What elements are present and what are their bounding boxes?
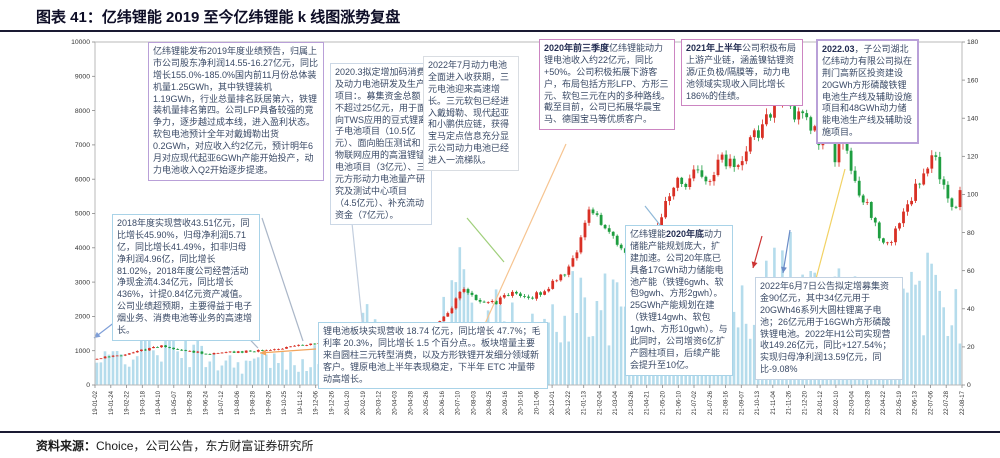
source-label: 资料来源： bbox=[36, 439, 97, 453]
svg-text:21-08-16: 21-08-16 bbox=[724, 390, 730, 415]
svg-text:20: 20 bbox=[967, 344, 975, 351]
svg-text:19-01-02: 19-01-02 bbox=[93, 390, 99, 415]
svg-text:19-05-07: 19-05-07 bbox=[172, 390, 178, 415]
svg-text:40: 40 bbox=[967, 306, 975, 313]
svg-text:20-04-03: 20-04-03 bbox=[393, 390, 399, 415]
svg-text:20-12-01: 20-12-01 bbox=[550, 390, 556, 415]
svg-text:120: 120 bbox=[967, 154, 979, 161]
annotation-2022-06-placement: 2022年6月7日公告拟定增募集资金90亿元，其中34亿元用于20GWh46系列… bbox=[755, 277, 903, 380]
svg-text:2000: 2000 bbox=[75, 314, 90, 321]
svg-text:20-08-03: 20-08-03 bbox=[471, 390, 477, 415]
svg-text:22-04-22: 22-04-22 bbox=[881, 390, 887, 415]
svg-text:1000: 1000 bbox=[75, 348, 90, 355]
svg-text:20-12-22: 20-12-22 bbox=[566, 390, 572, 415]
svg-text:100: 100 bbox=[967, 192, 979, 199]
svg-text:19-08-06: 19-08-06 bbox=[235, 390, 241, 415]
svg-text:21-03-26: 21-03-26 bbox=[629, 390, 635, 415]
svg-text:3000: 3000 bbox=[75, 279, 90, 286]
svg-text:19-11-12: 19-11-12 bbox=[298, 390, 304, 414]
annotation-2020-q3-revenue: 2020年前三季度亿纬锂能动力锂电池收入约22亿元，同比+50%。公司积极拓展下… bbox=[539, 39, 675, 131]
svg-text:8000: 8000 bbox=[75, 108, 90, 115]
svg-text:21-07-02: 21-07-02 bbox=[692, 390, 698, 415]
title-divider bbox=[0, 30, 1000, 32]
svg-text:20-07-10: 20-07-10 bbox=[456, 390, 462, 415]
annotation-2020-03-placement: 2020.3拟定增加码消费及动力电池研发及生产项目：。募集资金总额不超过25亿元… bbox=[330, 63, 432, 226]
svg-text:180: 180 bbox=[967, 39, 979, 46]
svg-text:21-01-13: 21-01-13 bbox=[582, 390, 588, 415]
svg-text:20-06-16: 20-06-16 bbox=[440, 390, 446, 415]
svg-text:19-07-12: 19-07-12 bbox=[219, 390, 225, 415]
svg-text:60: 60 bbox=[967, 268, 975, 275]
annotation-battery-segment: 锂电池板块实现营收 18.74 亿元，同比增长 47.7%；毛利率 20.3%，… bbox=[318, 322, 548, 390]
svg-text:19-01-24: 19-01-24 bbox=[109, 390, 115, 415]
svg-text:20-03-12: 20-03-12 bbox=[377, 390, 383, 415]
figure-title: 图表 41：亿纬锂能 2019 至今亿纬锂能 k 线图涨势复盘 bbox=[36, 9, 401, 26]
svg-text:21-12-20: 21-12-20 bbox=[802, 390, 808, 415]
svg-text:22-02-10: 22-02-10 bbox=[834, 390, 840, 415]
svg-text:22-05-19: 22-05-19 bbox=[897, 390, 903, 415]
svg-text:22-06-13: 22-06-13 bbox=[913, 390, 919, 415]
source-line: 资料来源：Choice，公司公告，东方财富证券研究所 bbox=[36, 437, 313, 454]
svg-text:5000: 5000 bbox=[75, 211, 90, 218]
svg-text:19-10-25: 19-10-25 bbox=[282, 390, 288, 415]
svg-text:19-12-26: 19-12-26 bbox=[330, 390, 336, 415]
svg-text:20-09-16: 20-09-16 bbox=[503, 390, 509, 415]
svg-text:21-04-21: 21-04-21 bbox=[645, 390, 651, 415]
svg-text:22-08-17: 22-08-17 bbox=[960, 390, 966, 415]
svg-text:21-06-10: 21-06-10 bbox=[676, 390, 682, 415]
svg-text:19-12-06: 19-12-06 bbox=[314, 390, 320, 415]
annotation-2018-results: 2018年度实现营收43.51亿元，同比增长45.90%，归母净利润5.71亿，… bbox=[112, 214, 260, 341]
svg-text:10000: 10000 bbox=[71, 39, 90, 46]
svg-text:22-03-28: 22-03-28 bbox=[865, 390, 871, 415]
svg-text:19-03-18: 19-03-18 bbox=[140, 390, 146, 415]
svg-text:80: 80 bbox=[967, 230, 975, 237]
footer-divider bbox=[0, 431, 1000, 433]
svg-text:20-05-26: 20-05-26 bbox=[424, 390, 430, 415]
svg-text:4000: 4000 bbox=[75, 245, 90, 252]
svg-text:22-01-12: 22-01-12 bbox=[818, 390, 824, 415]
svg-text:21-07-26: 21-07-26 bbox=[708, 390, 714, 415]
svg-text:20-02-19: 20-02-19 bbox=[361, 390, 367, 415]
svg-text:22-07-06: 22-07-06 bbox=[929, 390, 935, 415]
annotation-2022-07-harvest: 2022年7月动力电池全面进入收获期，三元电池迎来高速增长。三元软包已经进入戴姆… bbox=[423, 56, 519, 171]
svg-text:20-10-16: 20-10-16 bbox=[519, 390, 525, 415]
svg-text:21-02-04: 21-02-04 bbox=[597, 390, 603, 415]
svg-text:20-08-25: 20-08-25 bbox=[487, 390, 493, 415]
annotation-2019-forecast: 亿纬锂能发布2019年度业绩预告，归属上市公司股东净利润14.55-16.27亿… bbox=[148, 42, 324, 181]
svg-text:9000: 9000 bbox=[75, 74, 90, 81]
svg-text:20-01-20: 20-01-20 bbox=[345, 390, 351, 415]
svg-text:20-11-06: 20-11-06 bbox=[534, 390, 540, 414]
svg-text:19-06-24: 19-06-24 bbox=[203, 390, 209, 415]
svg-text:6000: 6000 bbox=[75, 176, 90, 183]
svg-text:21-09-07: 21-09-07 bbox=[739, 390, 745, 415]
svg-text:21-05-20: 21-05-20 bbox=[661, 390, 667, 415]
svg-text:22-03-04: 22-03-04 bbox=[850, 390, 856, 415]
svg-text:0: 0 bbox=[967, 382, 971, 389]
svg-text:21-03-04: 21-03-04 bbox=[613, 390, 619, 415]
annotation-2020-capacity-plan: 亿纬锂能2020年底动力储能产能规划庞大，扩建加速。公司20年底已具备17GWh… bbox=[625, 225, 733, 376]
annotation-2022-03-jingmen: 2022.03，子公司湖北亿纬动力有限公司拟在荆门高新区投资建设20GWh方形磷… bbox=[816, 39, 919, 144]
svg-text:19-04-10: 19-04-10 bbox=[156, 390, 162, 415]
svg-text:19-09-26: 19-09-26 bbox=[266, 390, 272, 415]
svg-text:20-04-28: 20-04-28 bbox=[408, 390, 414, 415]
svg-text:160: 160 bbox=[967, 77, 979, 84]
svg-text:21-11-26: 21-11-26 bbox=[787, 390, 793, 414]
svg-text:140: 140 bbox=[967, 115, 979, 122]
svg-text:7000: 7000 bbox=[75, 142, 90, 149]
svg-text:21-11-04: 21-11-04 bbox=[771, 390, 777, 414]
svg-text:19-05-28: 19-05-28 bbox=[188, 390, 194, 415]
svg-text:19-08-28: 19-08-28 bbox=[251, 390, 257, 415]
svg-text:21-10-13: 21-10-13 bbox=[755, 390, 761, 415]
svg-text:22-07-28: 22-07-28 bbox=[944, 390, 950, 415]
annotation-2021-h1-upstream: 2021年上半年公司积极布局上游产业链，涵盖镍钴锂资源/正负极/隔膜等，动力电池… bbox=[681, 39, 803, 107]
svg-text:19-02-22: 19-02-22 bbox=[125, 390, 131, 415]
svg-text:0: 0 bbox=[86, 382, 90, 389]
source-text: Choice，公司公告，东方财富证券研究所 bbox=[96, 439, 314, 453]
